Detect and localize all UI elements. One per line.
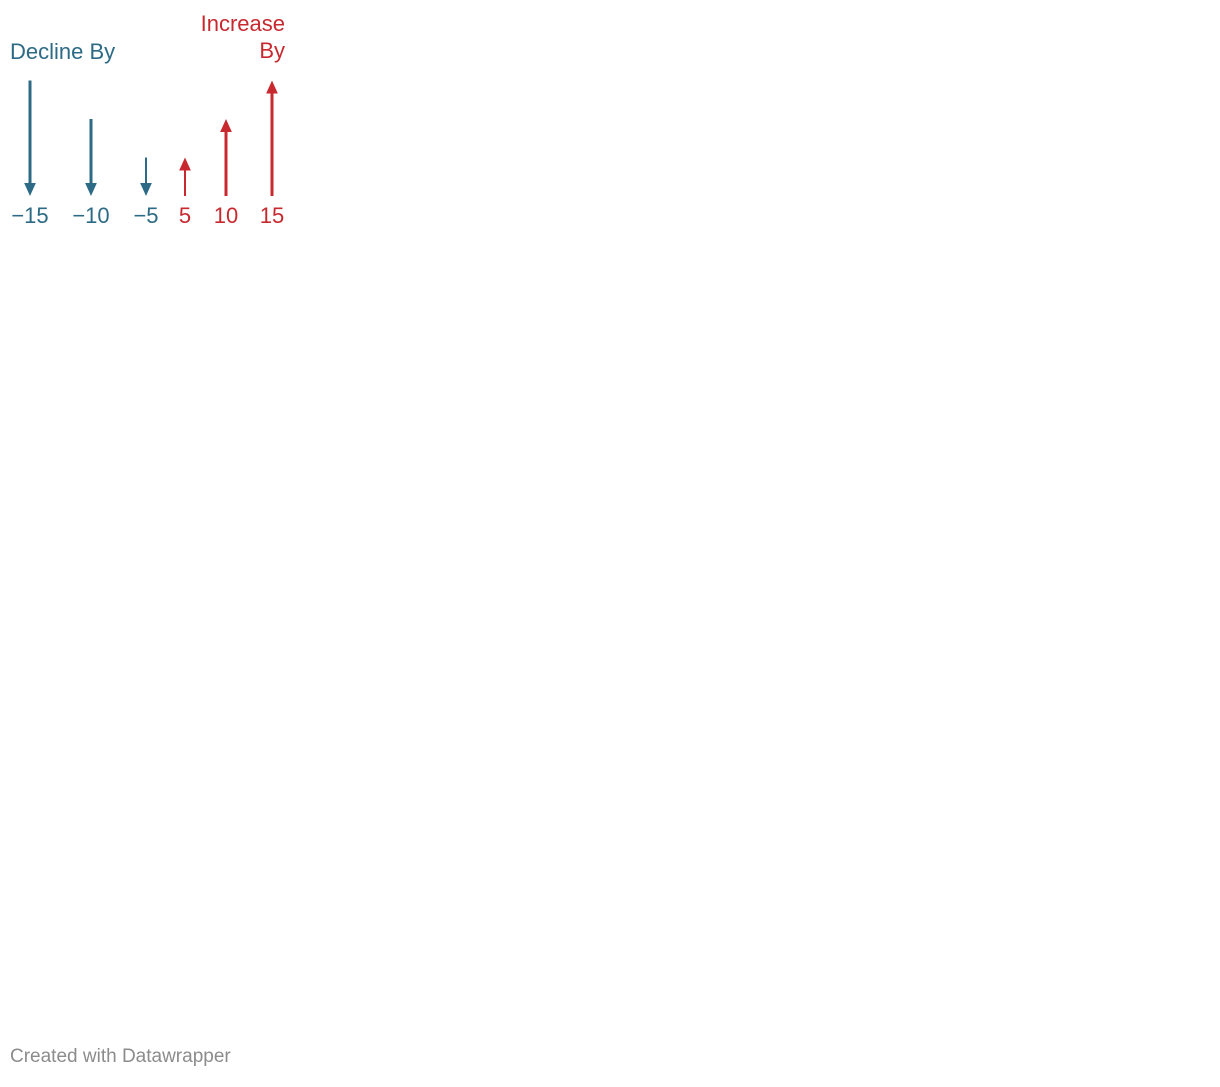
legend-tick-label: 10: [213, 203, 239, 228]
legend-arrow-head: [24, 183, 36, 196]
legend-arrow-head: [220, 119, 232, 132]
legend-increase-line2: By: [259, 38, 285, 63]
legend-tick-label: 5: [178, 203, 192, 228]
legend-arrow: [266, 80, 278, 196]
legend-arrow: [24, 80, 36, 196]
legend-tick-label: −5: [133, 203, 159, 228]
legend-arrow: [220, 119, 232, 196]
legend-arrow-head: [179, 157, 191, 171]
legend-decline-title: Decline By: [10, 39, 116, 64]
legend-arrow-head: [85, 183, 97, 196]
legend-arrow-head: [140, 183, 152, 196]
legend-tick-label: 15: [259, 203, 285, 228]
legend-increase-line1: Increase: [200, 11, 285, 36]
legend-arrow-head: [266, 80, 278, 94]
legend-arrow: [179, 157, 191, 196]
legend-arrow: [140, 157, 152, 196]
legend-increase-title: Increase By: [155, 10, 285, 64]
legend-arrows: [24, 80, 278, 196]
legend-tick-label: −10: [72, 203, 110, 228]
credit-line: Created with Datawrapper: [10, 1046, 231, 1067]
legend-tick-label: −15: [11, 203, 49, 228]
legend-arrow: [85, 119, 97, 196]
